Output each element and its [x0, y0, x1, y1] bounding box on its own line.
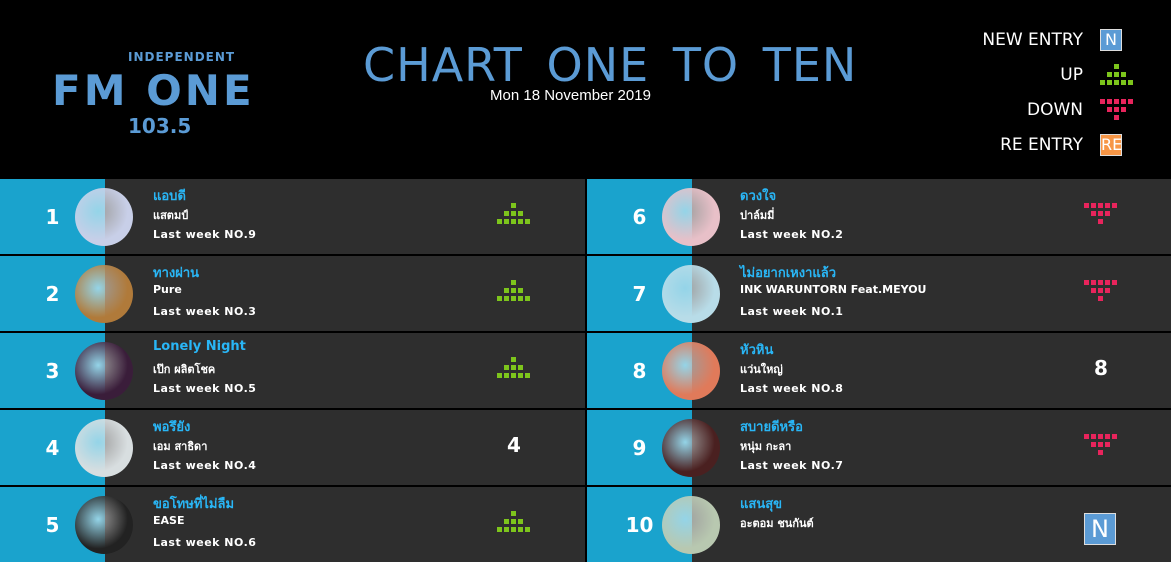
down-icon: [1084, 203, 1118, 227]
artist: เอม สาธิดา: [153, 440, 208, 453]
album-art: [75, 265, 133, 323]
last-week: Last week NO.9: [153, 228, 257, 241]
up-icon: [497, 357, 531, 381]
album-art: [75, 188, 133, 246]
down-icon: [1084, 280, 1118, 304]
album-art: [662, 496, 720, 554]
up-icon: [1100, 64, 1134, 88]
song-title: สบายดีหรือ: [740, 420, 803, 435]
album-art: [75, 342, 133, 400]
song-title: ทางผ่าน: [153, 266, 200, 281]
song-title: หัวหิน: [740, 343, 774, 358]
rank: 10: [625, 513, 654, 537]
rank: 5: [45, 513, 60, 537]
last-week: Last week NO.5: [153, 382, 257, 395]
legend-label: NEW ENTRY: [982, 30, 1083, 50]
last-week: Last week NO.4: [153, 459, 257, 472]
logo-name: FM ONE: [52, 66, 255, 115]
song-title: แสนสุข: [740, 497, 783, 512]
song-title: ขอโทษที่ไม่ลืม: [153, 497, 235, 512]
same-position: 4: [507, 433, 521, 457]
artist: แว่นใหญ่: [740, 363, 783, 376]
artist: ปาล์มมี่: [740, 209, 775, 222]
song-title: ไม่อยากเหงาแล้ว: [740, 266, 837, 281]
down-icon: [1084, 434, 1118, 458]
song-title: แอบดี: [153, 189, 186, 204]
album-art: [75, 496, 133, 554]
new-icon: N: [1100, 29, 1122, 51]
legend-label: DOWN: [1027, 100, 1083, 120]
rank: 2: [45, 282, 60, 306]
same-position: 8: [1094, 356, 1108, 380]
rank: 4: [45, 436, 60, 460]
last-week: Last week NO.8: [740, 382, 844, 395]
title: CHART ONE TO TEN: [363, 38, 858, 92]
up-icon: [497, 203, 531, 227]
logo-frequency: 103.5: [128, 114, 192, 138]
last-week: Last week NO.2: [740, 228, 844, 241]
rank: 8: [632, 359, 647, 383]
re-icon: RE: [1100, 134, 1123, 156]
new-icon: N: [1084, 513, 1116, 545]
legend-label: RE ENTRY: [1000, 135, 1083, 155]
last-week: Last week NO.3: [153, 305, 257, 318]
artist: แสตมป์: [153, 209, 189, 222]
last-week: Last week NO.1: [740, 305, 844, 318]
song-title: Lonely Night: [153, 339, 246, 354]
rank: 7: [632, 282, 647, 306]
artist: EASE: [153, 514, 185, 527]
rank: 6: [632, 205, 647, 229]
album-art: [75, 419, 133, 477]
album-art: [662, 265, 720, 323]
down-icon: [1100, 99, 1134, 123]
up-icon: [497, 511, 531, 535]
rank: 1: [45, 205, 60, 229]
legend-label: UP: [1060, 65, 1083, 85]
song-title: ดวงใจ: [740, 189, 777, 204]
rank: 9: [632, 436, 647, 460]
date: Mon 18 November 2019: [490, 87, 651, 104]
artist: อะตอม ชนกันต์: [740, 517, 814, 530]
artist: Pure: [153, 283, 182, 296]
last-week: Last week NO.6: [153, 536, 257, 549]
artist: หนุ่ม กะลา: [740, 440, 792, 453]
album-art: [662, 188, 720, 246]
last-week: Last week NO.7: [740, 459, 844, 472]
song-title: พอรึยัง: [153, 420, 191, 435]
logo-top: INDEPENDENT: [128, 50, 236, 64]
artist: INK WARUNTORN Feat.MEYOU: [740, 283, 927, 296]
up-icon: [497, 280, 531, 304]
artist: เป๊ก ผลิตโชค: [153, 363, 216, 376]
rank: 3: [45, 359, 60, 383]
album-art: [662, 342, 720, 400]
album-art: [662, 419, 720, 477]
